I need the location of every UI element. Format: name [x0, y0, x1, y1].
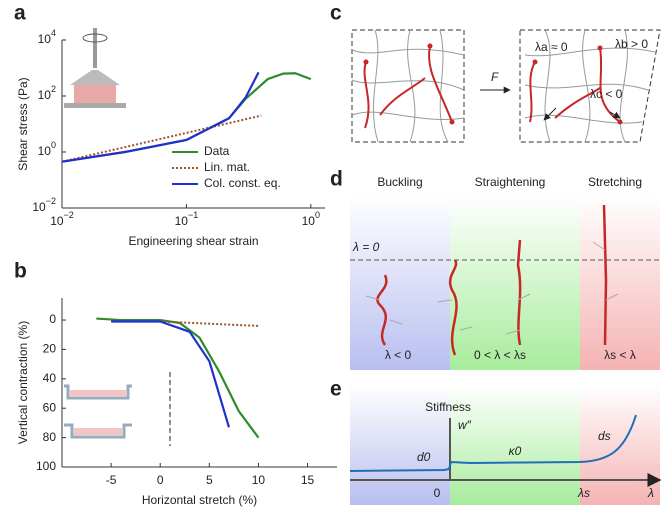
- stiffness-symbol: w″: [458, 418, 472, 432]
- x-axis-title: Engineering shear strain: [128, 234, 258, 248]
- regime-diagram: [350, 195, 660, 370]
- condition-label: λ < 0: [385, 348, 412, 362]
- zero-line-label: λ = 0: [352, 240, 380, 254]
- y-tick-label: 20: [43, 342, 57, 356]
- stiffness-label: Stiffness: [425, 400, 471, 414]
- stiffness-diagram: [349, 385, 662, 505]
- condition-label: 0 < λ < λs: [474, 348, 526, 362]
- x-zero-label: 0: [434, 486, 441, 500]
- panel-label: e: [330, 378, 342, 401]
- x-tick-label: 0: [157, 473, 164, 487]
- data-line: [160, 320, 259, 327]
- regime-label: Buckling: [377, 175, 422, 189]
- panel-label: b: [14, 260, 27, 283]
- x-label: λ: [647, 486, 654, 500]
- x-tick-label: 100: [302, 210, 320, 228]
- data-line: [96, 317, 260, 439]
- network-diagram: [351, 29, 661, 143]
- y-tick-label: 100: [36, 459, 56, 473]
- force-label: F: [491, 70, 499, 84]
- lambda-c: λc < 0: [590, 87, 623, 101]
- x-tick-label: 10: [252, 473, 266, 487]
- x-tick-label: 10−1: [175, 210, 199, 228]
- legend-label: Lin. mat.: [204, 160, 250, 174]
- y-tick-label: 100: [38, 140, 56, 158]
- lambda-b: λb > 0: [615, 37, 648, 51]
- y-tick-label: 10−2: [32, 196, 56, 214]
- clamp-icon: [64, 372, 171, 446]
- rheometer-icon: [64, 28, 126, 108]
- x-tick-label: 5: [206, 473, 213, 487]
- y-tick-label: 0: [49, 312, 56, 326]
- regime-label: Straightening: [475, 175, 546, 189]
- y-axis-title: Vertical contraction (%): [16, 321, 30, 444]
- panel-label: c: [330, 2, 342, 25]
- y-tick-label: 104: [38, 28, 56, 46]
- legend-label: Col. const. eq.: [204, 176, 281, 190]
- kappa-label: κ0: [509, 444, 522, 458]
- y-tick-label: 40: [43, 371, 57, 385]
- data-line: [111, 320, 231, 428]
- data-line: [61, 71, 260, 163]
- regime-label: Stretching: [588, 175, 642, 189]
- panel-label: a: [14, 2, 26, 25]
- x-tick-label: 15: [301, 473, 315, 487]
- legend-label: Data: [204, 144, 230, 158]
- y-tick-label: 60: [43, 400, 57, 414]
- y-tick-label: 102: [38, 84, 56, 102]
- x-axis-title: Horizontal stretch (%): [142, 493, 257, 507]
- y-tick-label: 80: [43, 430, 57, 444]
- condition-label: λs < λ: [604, 348, 636, 362]
- y-axis-title: Shear stress (Pa): [16, 77, 30, 170]
- ds-label: ds: [598, 429, 611, 443]
- x-tick-label: -5: [106, 473, 117, 487]
- data-line: [61, 114, 262, 163]
- d0-label: d0: [417, 450, 431, 464]
- lambda-a: λa ≈ 0: [535, 40, 568, 54]
- x-s-label: λs: [577, 486, 590, 500]
- x-tick-label: 10−2: [50, 210, 74, 228]
- panel-label: d: [330, 168, 343, 191]
